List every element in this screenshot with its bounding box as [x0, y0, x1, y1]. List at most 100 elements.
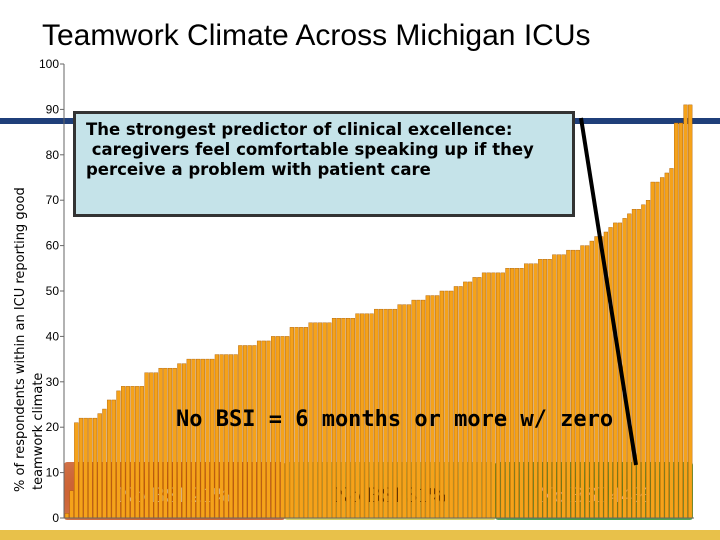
y-tick-label: 80	[46, 148, 60, 162]
arrow-line	[579, 117, 638, 466]
chart-title: Teamwork Climate Across Michigan ICUs	[42, 19, 590, 52]
bar	[167, 367, 173, 519]
bar	[144, 372, 149, 519]
callout-line-3: perceive a problem with patient care	[86, 160, 431, 179]
bar	[135, 386, 140, 519]
bar	[608, 227, 613, 519]
bar	[510, 268, 515, 519]
bar	[524, 263, 529, 519]
bar	[659, 177, 665, 519]
bar	[495, 272, 501, 519]
bars	[64, 104, 693, 519]
bar	[64, 513, 70, 519]
bar	[181, 363, 187, 519]
bar	[163, 367, 168, 519]
bar	[74, 422, 79, 519]
bar	[528, 263, 534, 519]
bar	[130, 386, 135, 519]
bar	[645, 199, 651, 519]
bar	[566, 249, 571, 519]
bar	[655, 181, 660, 519]
group-bands: No BSI 21%No BSI 31%No BSI 44%	[64, 462, 693, 520]
y-tick-label: 20	[46, 420, 60, 434]
bar	[650, 181, 655, 519]
bar	[580, 245, 585, 519]
bar	[575, 249, 580, 519]
bar	[205, 358, 210, 519]
bar	[458, 286, 463, 519]
bar	[472, 277, 477, 519]
bar	[674, 122, 679, 519]
bar	[219, 354, 224, 519]
bar	[111, 399, 116, 519]
bar	[214, 354, 220, 519]
bar	[153, 372, 159, 519]
bar	[106, 399, 112, 519]
bar	[556, 254, 562, 519]
bar	[589, 240, 594, 519]
bar	[664, 172, 669, 519]
bar	[158, 367, 163, 519]
bar	[102, 408, 107, 519]
bar	[486, 272, 491, 519]
y-tick-label: 10	[46, 466, 60, 480]
bar	[533, 263, 538, 519]
bar	[116, 390, 121, 519]
bar	[210, 358, 215, 519]
bar	[481, 272, 487, 519]
bar	[69, 490, 74, 519]
callout-line-2: caregivers feel comfortable speaking up …	[86, 140, 534, 159]
callout-box: The strongest predictor of clinical exce…	[73, 111, 575, 217]
y-axis-label-line-2: teamwork climate	[31, 373, 46, 490]
bar	[444, 290, 449, 519]
bar	[149, 372, 154, 519]
bar	[139, 386, 145, 519]
bar	[228, 354, 234, 519]
bar	[453, 286, 459, 519]
bar	[688, 104, 693, 519]
y-tick-label: 0	[52, 511, 59, 525]
bar	[631, 209, 637, 519]
y-tick-label: 30	[46, 375, 60, 389]
bar	[467, 281, 473, 519]
bar	[519, 268, 524, 519]
y-tick-label: 100	[39, 57, 59, 71]
bar	[177, 363, 182, 519]
bar	[505, 268, 510, 519]
bar	[186, 358, 191, 519]
bar	[88, 417, 93, 519]
bar	[78, 417, 84, 519]
group-label-3: No BSI 44%	[538, 482, 650, 507]
y-axis-label: % of respondents within an ICU reporting…	[13, 187, 46, 492]
bar	[570, 249, 576, 519]
bar	[641, 204, 646, 519]
y-axis-ticks: 0 10 20 30 40 50 60 70 80 90 100	[39, 57, 64, 525]
bar	[196, 358, 201, 519]
bsi-definition: No BSI = 6 months or more w/ zero	[176, 407, 614, 432]
y-tick-label: 70	[46, 193, 60, 207]
y-tick-label: 40	[46, 329, 60, 343]
bar	[538, 259, 543, 519]
bar	[678, 122, 683, 519]
bar	[233, 354, 238, 519]
bar	[97, 413, 102, 519]
callout-line-1: The strongest predictor of clinical exce…	[86, 120, 513, 139]
bar	[83, 417, 88, 519]
bar	[439, 290, 444, 519]
bar	[561, 254, 566, 519]
bar	[669, 168, 674, 519]
bar	[172, 367, 177, 519]
bar	[636, 209, 641, 519]
y-tick-label: 50	[46, 284, 60, 298]
bar	[514, 268, 519, 519]
bar	[463, 281, 468, 519]
bar	[200, 358, 205, 519]
bar	[622, 218, 627, 519]
bar	[191, 358, 196, 519]
bar	[125, 386, 130, 519]
bar	[599, 236, 604, 519]
y-tick-label: 90	[46, 102, 60, 116]
bar	[92, 417, 98, 519]
bar	[477, 277, 482, 519]
